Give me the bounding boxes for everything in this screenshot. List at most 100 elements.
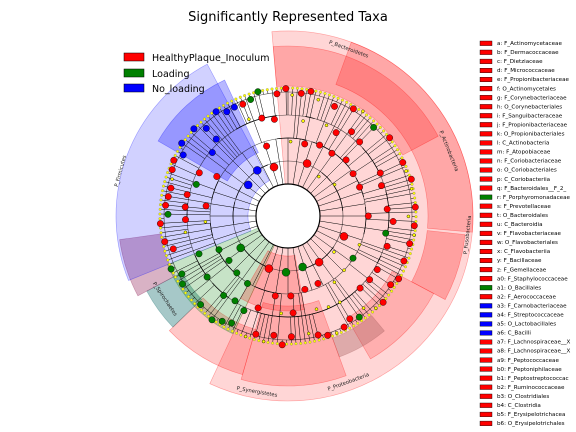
leaf-node-66: [371, 310, 375, 314]
clade-node-47: [383, 242, 391, 250]
clade-node-85: [409, 187, 414, 191]
leaf-node-12: [341, 98, 344, 102]
leaf-node-80: [313, 339, 317, 343]
leaf-node-68: [363, 316, 367, 320]
leaf-node-102: [214, 320, 218, 324]
leaf-node-6: [314, 89, 318, 93]
clade-node-115: [178, 270, 186, 278]
clade-node-97: [355, 313, 363, 321]
key-label-29: a3: F_Carnobacteriaceae: [497, 304, 567, 310]
key-label-20: u: C_Bacteroidia: [497, 222, 543, 228]
clade-node-76: [316, 97, 320, 102]
clade-node-126: [170, 156, 178, 164]
clade-node-116: [167, 265, 175, 273]
key-swatch-29: [479, 303, 493, 309]
key-label-18: s: F_Prevotellaceae: [497, 204, 551, 210]
clade-node-37: [301, 119, 305, 123]
leaf-node-19: [368, 116, 372, 120]
leaf-node-58: [395, 282, 399, 285]
leaf-node-126: [159, 226, 163, 230]
leaf-node-115: [174, 275, 177, 279]
key-swatch-24: [479, 258, 493, 264]
clade-node-17: [342, 156, 350, 164]
clade-node-21: [357, 243, 362, 247]
clade-node-99: [340, 323, 348, 331]
leaf-node-9: [328, 93, 331, 97]
key-label-16: q: F_Bacteroidales__F_2_: [497, 186, 566, 192]
key-label-35: a9: F_Peptococcaceae: [497, 358, 559, 364]
sector-phylum-bacteroidetes: [272, 45, 439, 156]
leaf-node-168: [270, 87, 274, 91]
key-label-27: a1: O_Bacillales: [497, 285, 541, 291]
clade-node-81: [386, 134, 393, 142]
clade-node-51: [338, 300, 342, 304]
clade-node-11: [253, 166, 262, 175]
leaf-node-100: [222, 325, 226, 329]
key-label-34: a8: F_Lachnospiraceae__X: [497, 349, 571, 355]
leaf-node-2: [295, 86, 299, 90]
clade-node-101: [324, 331, 332, 339]
legend-swatch-healthyplaque: [123, 52, 145, 62]
clade-node-108: [252, 330, 260, 338]
leaf-node-132: [159, 198, 163, 202]
clade-node-46: [382, 229, 390, 237]
leaf-node-108: [193, 302, 197, 306]
leaf-node-150: [196, 124, 199, 127]
key-swatch-0: [479, 40, 493, 46]
clade-node-39: [332, 129, 340, 137]
leaf-node-159: [230, 99, 234, 103]
key-label-0: a: F_Actinomycetaceae: [497, 41, 562, 47]
leaf-node-8: [323, 92, 327, 95]
clade-node-0: [302, 159, 312, 168]
leaf-node-129: [158, 212, 162, 216]
clade-node-98: [346, 315, 354, 323]
sector-class-brown: [332, 315, 385, 358]
leaf-node-36: [410, 182, 414, 186]
leaf-node-144: [178, 145, 182, 149]
key-label-11: l: C_Actinobacteria: [497, 141, 549, 147]
leaf-node-29: [398, 152, 402, 156]
clade-node-78: [349, 105, 357, 113]
leaf-node-96: [239, 333, 243, 337]
key-swatch-31: [479, 321, 493, 327]
sector-label-2: P_Fusobacteria: [463, 215, 473, 254]
clade-node-59: [220, 292, 228, 299]
key-swatch-19: [479, 212, 493, 218]
leaf-node-158: [226, 101, 229, 105]
key-swatch-2: [479, 58, 493, 64]
clade-node-124: [170, 177, 174, 181]
leaf-node-153: [206, 114, 210, 118]
leaf-node-137: [164, 175, 168, 179]
key-swatch-35: [479, 357, 493, 363]
clade-node-89: [412, 233, 416, 237]
key-swatch-22: [479, 239, 493, 245]
sector-phylum-actinobacteria: [335, 41, 474, 233]
leaf-node-72: [348, 326, 352, 330]
clade-node-96: [361, 306, 366, 310]
key-swatch-36: [479, 366, 493, 372]
leaf-node-79: [317, 338, 321, 342]
clade-node-3: [339, 232, 349, 241]
clade-node-38: [324, 123, 329, 128]
clade-node-107: [261, 339, 266, 344]
key-swatch-40: [479, 402, 493, 408]
clade-node-105: [278, 341, 286, 349]
key-swatch-3: [479, 67, 493, 73]
key-swatch-14: [479, 167, 493, 173]
clade-node-19: [356, 183, 363, 191]
leaf-node-156: [217, 106, 221, 110]
key-label-4: e: F_Propionibacteriaceae: [497, 77, 570, 83]
leaf-node-32: [404, 164, 408, 168]
key-label-23: x: C_Flavobacteriia: [497, 249, 550, 255]
key-label-8: i: F_Sanguibacteraceae: [497, 113, 563, 119]
key-label-41: b5: F_Erysipelotrichacea: [497, 412, 565, 418]
key-swatch-8: [479, 113, 493, 119]
clade-node-86: [411, 203, 419, 211]
leaf-node-56: [399, 273, 403, 277]
leaf-node-97: [235, 331, 239, 335]
legend-label-no-loading: No_loading: [152, 84, 205, 95]
leaf-node-111: [184, 291, 188, 295]
legend-swatch-no-loading: [123, 83, 145, 93]
key-label-33: a7: F_Lachnospiraceae__X: [497, 340, 571, 346]
